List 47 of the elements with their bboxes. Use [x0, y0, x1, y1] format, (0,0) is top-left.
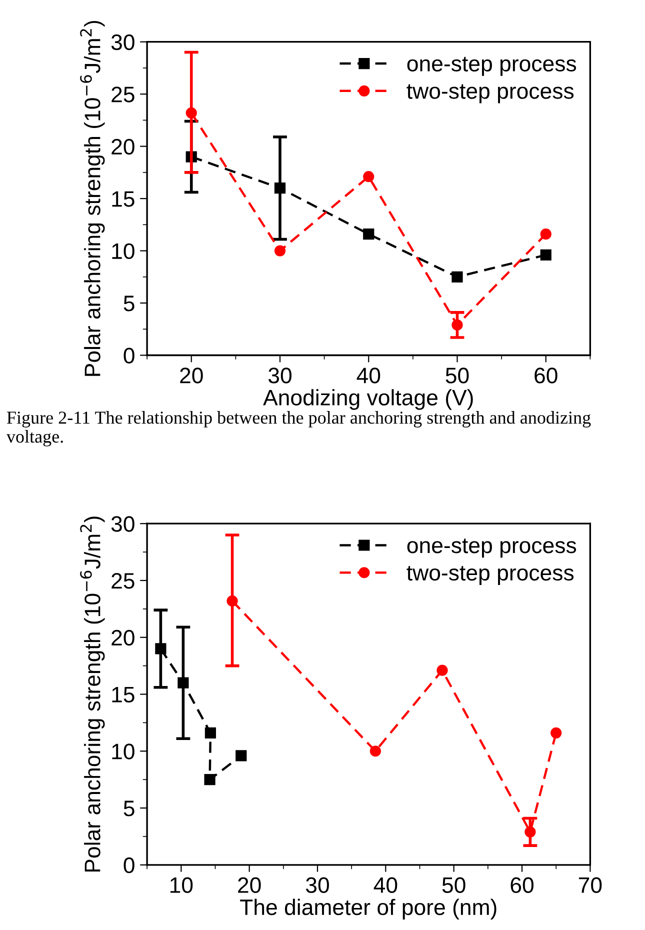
legend-label: one-step process [407, 56, 576, 76]
y-axis-title: Polar anchoring strength (10$^{−6}$J/m$^{2}$) [80, 516, 105, 872]
point [363, 171, 374, 182]
y-tick-label: 20 [112, 630, 134, 646]
x-tick-label: 30 [268, 368, 292, 384]
x-tick-label: 10 [170, 877, 193, 894]
x-tick-label: 40 [374, 877, 398, 894]
x-tick-label: 40 [356, 368, 380, 384]
x-axis-title: The diameter of pore (nm) [240, 898, 496, 920]
x-axis-title: Anodizing voltage (V) [263, 389, 473, 410]
point [436, 664, 448, 676]
y-tick-label: 15 [112, 687, 134, 703]
y-tick-label: 0 [124, 348, 134, 364]
x-tick-label: 20 [238, 877, 261, 894]
y-tick-label: 25 [112, 573, 134, 589]
point [204, 774, 216, 786]
legend-label: two-step process [406, 566, 574, 586]
caption: Figure 2-11 The relationship between the polar anchoring strength and anodizing voltage. [6, 411, 591, 446]
point [550, 727, 562, 738]
y-tick-label: 5 [124, 296, 134, 312]
y-axis-title: Polar anchoring strength (10$^{−6}$J/m$^{2}$) [80, 20, 105, 376]
point [204, 727, 216, 738]
point [363, 228, 374, 240]
y-tick-label: 10 [112, 744, 134, 760]
legend-label: one-step process [407, 538, 576, 558]
y-tick-label: 30 [111, 34, 134, 50]
x-tick-label: 60 [510, 877, 534, 894]
x-tick-label: 50 [442, 877, 466, 894]
point [274, 245, 286, 256]
y-tick-label: 0 [124, 857, 134, 874]
y-tick-label: 15 [112, 191, 134, 207]
point [236, 750, 247, 762]
legend-label: two-step process [406, 84, 574, 104]
y-tick-label: 25 [112, 86, 134, 102]
point [370, 746, 381, 757]
point [540, 249, 552, 261]
x-tick-label: 70 [578, 877, 602, 894]
x-tick-label: 60 [534, 368, 558, 384]
y-tick-label: 20 [112, 138, 134, 155]
x-tick-label: 20 [180, 368, 203, 384]
y-tick-label: 30 [111, 516, 134, 532]
y-tick-label: 10 [112, 243, 134, 260]
point [540, 228, 552, 240]
x-tick-label: 50 [446, 368, 469, 384]
x-tick-label: 30 [306, 877, 329, 894]
y-tick-label: 5 [124, 800, 134, 816]
point [452, 271, 463, 282]
